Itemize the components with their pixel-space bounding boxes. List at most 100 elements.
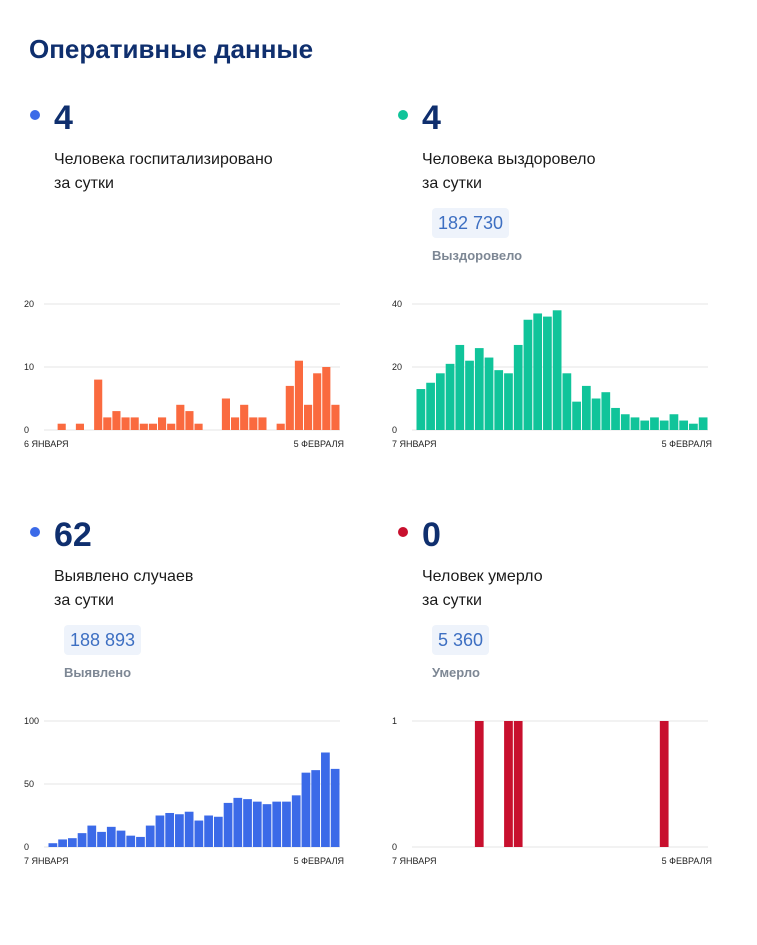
bar <box>155 815 165 847</box>
y-tick-label: 100 <box>24 716 39 726</box>
bar <box>311 770 321 847</box>
bar <box>167 423 176 430</box>
bar <box>130 417 139 430</box>
bar <box>233 797 243 847</box>
bar <box>601 392 611 430</box>
bar <box>223 802 233 847</box>
bar <box>103 417 112 430</box>
bar <box>194 820 204 847</box>
bar <box>321 752 330 847</box>
deaths-card: 0 Человек умерло за сутки 5 360 Умерло 0… <box>392 515 757 945</box>
bar <box>640 420 650 430</box>
bar <box>291 795 301 847</box>
bar <box>194 423 203 430</box>
bar <box>494 370 504 430</box>
bar <box>285 385 294 430</box>
cases-total: 188 893 <box>64 625 142 655</box>
bar <box>465 360 474 430</box>
cases-chart: 0 50 100 7 ЯНВАРЯ 5 ФЕВРАЛЯ <box>24 716 344 866</box>
hospitalized-value: 4 <box>54 99 73 137</box>
bar <box>258 417 267 430</box>
bar <box>620 414 630 430</box>
x-end-label: 5 ФЕВРАЛЯ <box>662 439 712 449</box>
cases-value: 62 <box>54 516 92 554</box>
y-tick-label: 40 <box>392 299 402 309</box>
bar <box>294 360 303 430</box>
bar <box>562 373 572 430</box>
bar <box>282 801 291 847</box>
bar <box>591 398 601 430</box>
bar <box>650 417 659 430</box>
y-tick-label: 50 <box>24 779 34 789</box>
description-line-2: за сутки <box>422 175 482 192</box>
bar <box>301 772 311 847</box>
x-start-label: 7 ЯНВАРЯ <box>392 439 437 449</box>
bar <box>148 423 157 430</box>
bar <box>533 313 543 430</box>
status-dot <box>398 110 408 120</box>
cases-card: 62 Выявлено случаев за сутки 188 893 Выя… <box>24 515 390 945</box>
description-line-2: за сутки <box>54 175 114 192</box>
bar <box>75 423 84 430</box>
bar <box>504 721 513 847</box>
cases-total-label: Выявлено <box>64 665 132 680</box>
x-start-label: 6 ЯНВАРЯ <box>24 439 69 449</box>
x-start-label: 7 ЯНВАРЯ <box>392 856 437 866</box>
recovered-total-label: Выздоровело <box>432 248 523 263</box>
page-title: Оперативные данные <box>29 34 314 64</box>
hospitalized-description: Человека госпитализировано за сутки <box>54 148 273 196</box>
status-dot <box>398 527 408 537</box>
bar <box>416 389 426 430</box>
description-line-1: Человека госпитализировано <box>54 151 273 168</box>
recovered-chart: 0 20 40 7 ЯНВАРЯ 5 ФЕВРАЛЯ <box>392 299 712 449</box>
bar <box>276 423 285 430</box>
bar <box>58 839 67 847</box>
deaths-total-label: Умерло <box>432 665 480 680</box>
bar <box>57 423 66 430</box>
bar <box>126 835 136 847</box>
status-dot <box>30 527 40 537</box>
deaths-value: 0 <box>422 516 441 554</box>
y-tick-label: 0 <box>24 425 29 435</box>
cases-description: Выявлено случаев за сутки <box>54 565 193 613</box>
bar <box>689 423 698 430</box>
recovered-total: 182 730 <box>432 208 510 238</box>
deaths-chart: 0 1 7 ЯНВАРЯ 5 ФЕВРАЛЯ <box>392 716 712 866</box>
x-end-label: 5 ФЕВРАЛЯ <box>294 856 344 866</box>
bar <box>77 833 87 847</box>
bar <box>484 357 494 430</box>
bar <box>145 825 155 847</box>
bar <box>87 825 97 847</box>
bar <box>426 382 435 430</box>
bar <box>543 316 552 430</box>
bar <box>513 721 523 847</box>
bar <box>659 721 669 847</box>
bar <box>112 411 121 430</box>
bar <box>97 831 106 847</box>
bar <box>330 768 340 847</box>
bar <box>611 407 620 430</box>
recovered-card: 4 Человека выздоровело за сутки 182 730 … <box>392 98 757 528</box>
description-line-1: Человек умерло <box>422 568 543 585</box>
bar <box>116 830 126 847</box>
bar <box>659 420 669 430</box>
bar <box>221 398 230 430</box>
description-line-2: за сутки <box>54 592 114 609</box>
hospitalized-chart: 0 10 20 6 ЯНВАРЯ 5 ФЕВРАЛЯ <box>24 299 344 449</box>
bar <box>121 417 130 430</box>
bar <box>165 812 175 847</box>
bar <box>581 385 591 430</box>
bar <box>331 404 340 430</box>
bar <box>630 417 640 430</box>
x-end-label: 5 ФЕВРАЛЯ <box>662 856 712 866</box>
recovered-description: Человека выздоровело за сутки <box>422 148 595 196</box>
bar <box>304 404 313 430</box>
deaths-description: Человек умерло за сутки <box>422 565 543 613</box>
hospitalized-card: 4 Человека госпитализировано за сутки 0 1… <box>24 98 390 528</box>
bar <box>322 367 331 430</box>
y-tick-label: 10 <box>24 362 34 372</box>
bar <box>572 401 581 430</box>
bar <box>213 816 223 847</box>
y-tick-label: 0 <box>392 425 397 435</box>
bar <box>552 310 562 430</box>
